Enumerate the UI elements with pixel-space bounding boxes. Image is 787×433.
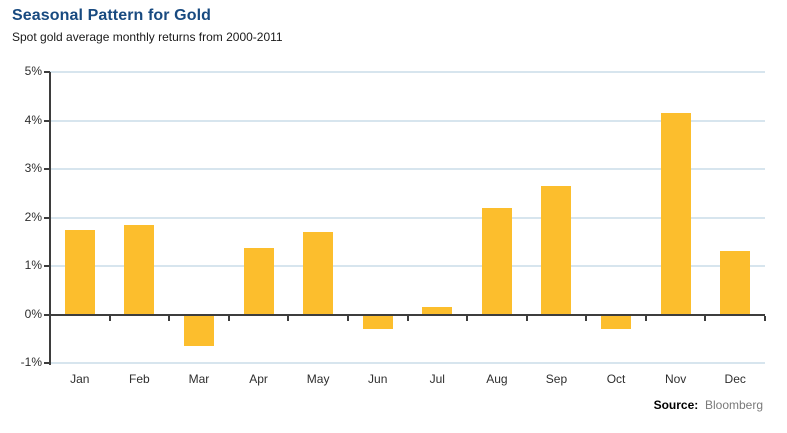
x-tick-label-oct: Oct bbox=[606, 372, 626, 386]
y-tick-label: 0% bbox=[24, 306, 42, 321]
bar-aug bbox=[481, 207, 512, 315]
x-tick-label-jan: Jan bbox=[70, 372, 90, 386]
source-label: Source: bbox=[653, 398, 699, 412]
source-attribution: Source: Bloomberg bbox=[654, 398, 763, 412]
bar-jul bbox=[422, 307, 453, 315]
bar-jun bbox=[362, 314, 393, 330]
x-axis-tick bbox=[704, 315, 707, 321]
zero-axis-line bbox=[50, 313, 765, 316]
x-axis-tick bbox=[287, 315, 290, 321]
y-axis-tick bbox=[44, 362, 50, 364]
x-tick-label-dec: Dec bbox=[724, 372, 746, 386]
x-axis-tick bbox=[644, 315, 647, 321]
x-tick-label-nov: Nov bbox=[664, 372, 687, 386]
x-axis-tick bbox=[168, 315, 171, 321]
x-tick-label-jun: Jun bbox=[368, 372, 388, 386]
x-tick-label-aug: Aug bbox=[486, 372, 508, 386]
y-tick-label: -1% bbox=[20, 355, 42, 369]
y-tick-label: 5% bbox=[24, 64, 42, 78]
x-tick-label-jul: Jul bbox=[429, 372, 445, 386]
x-tick-label-mar: Mar bbox=[188, 372, 210, 386]
x-axis-tick bbox=[406, 315, 409, 321]
x-tick-label-feb: Feb bbox=[129, 372, 150, 386]
gridline-5 bbox=[50, 71, 765, 73]
x-axis-tick bbox=[525, 315, 528, 321]
gridline-4 bbox=[50, 119, 765, 122]
x-axis-tick bbox=[466, 315, 469, 321]
gridline--1 bbox=[50, 362, 765, 364]
y-axis-tick bbox=[44, 216, 50, 219]
bar-dec bbox=[720, 251, 751, 315]
bar-jan bbox=[64, 229, 95, 315]
y-axis-tick bbox=[44, 168, 50, 170]
source-value: Bloomberg bbox=[704, 398, 763, 412]
x-axis-tick bbox=[227, 315, 230, 321]
y-tick-label: 1% bbox=[24, 258, 42, 272]
x-tick-label-may: May bbox=[306, 372, 330, 386]
gridline-1 bbox=[50, 265, 765, 267]
y-tick-label: 4% bbox=[24, 112, 42, 127]
bar-sep bbox=[541, 185, 572, 315]
y-axis-line bbox=[49, 72, 51, 365]
bar-apr bbox=[243, 247, 274, 315]
gridline-2 bbox=[50, 216, 765, 219]
bar-may bbox=[303, 232, 334, 315]
y-axis-tick bbox=[44, 265, 50, 267]
x-tick-label-apr: Apr bbox=[249, 372, 268, 386]
bar-feb bbox=[124, 224, 155, 315]
x-axis-tick bbox=[585, 315, 588, 321]
y-tick-label: 2% bbox=[24, 209, 42, 224]
y-axis-tick bbox=[44, 313, 50, 316]
y-axis-tick bbox=[44, 119, 50, 122]
bar-oct bbox=[601, 314, 632, 330]
x-axis-tick bbox=[108, 315, 111, 321]
chart-title: Seasonal Pattern for Gold bbox=[12, 7, 211, 24]
x-axis-tick bbox=[764, 315, 766, 321]
chart-subtitle: Spot gold average monthly returns from 2… bbox=[12, 30, 283, 44]
y-axis-tick bbox=[44, 71, 50, 73]
x-tick-label-sep: Sep bbox=[545, 372, 568, 386]
y-tick-label: 3% bbox=[24, 161, 42, 175]
gridline-3 bbox=[50, 168, 765, 170]
bar-nov bbox=[660, 113, 691, 315]
x-axis-tick bbox=[346, 315, 349, 321]
bar-mar bbox=[183, 314, 214, 347]
